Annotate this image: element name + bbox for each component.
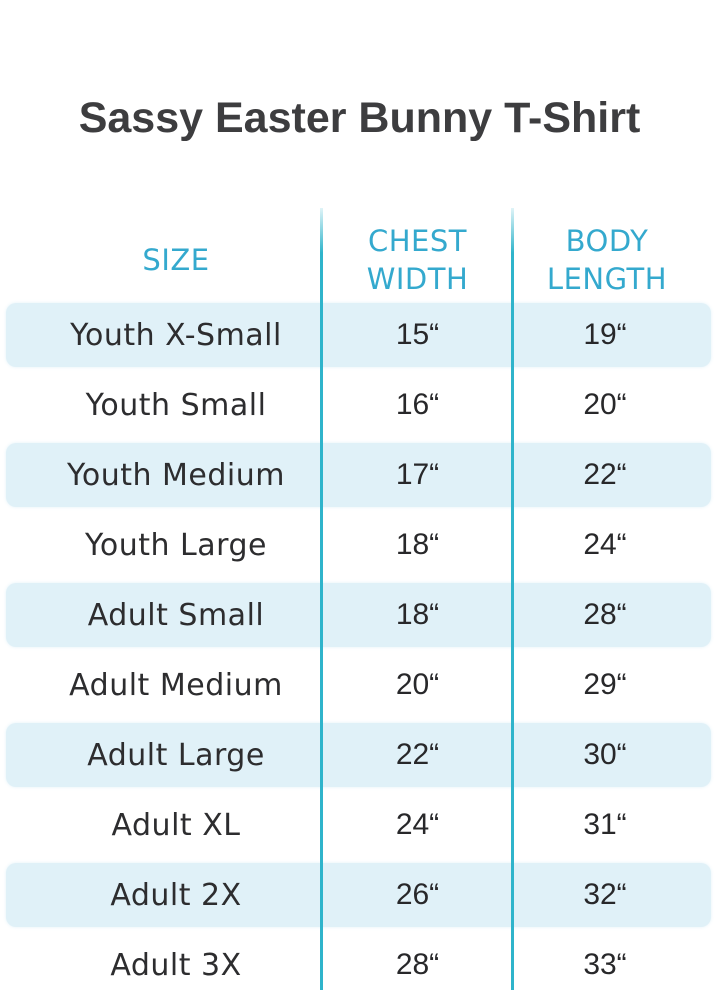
chest-width-cell: 18“: [395, 598, 440, 631]
row-stripe: [6, 303, 711, 367]
size-chart-table: SIZE CHEST WIDTH BODY LENGTH Youth X-Sma…: [0, 208, 719, 990]
table-row: Adult 3X 28“ 33“: [0, 930, 719, 990]
table-row: Adult Large 22“ 30“: [0, 720, 719, 790]
size-cell: Youth Small: [85, 387, 267, 423]
table-row: Youth Large 18“ 24“: [0, 510, 719, 580]
chest-width-cell: 22“: [395, 738, 440, 771]
product-title: Sassy Easter Bunny T-Shirt: [78, 94, 641, 142]
chest-width-cell: 28“: [395, 948, 440, 981]
row-stripe: [6, 863, 711, 927]
body-length-cell: 22“: [583, 458, 627, 491]
body-length-cell: 30“: [583, 738, 627, 771]
body-length-cell: 20“: [583, 388, 627, 421]
size-cell: Youth X-Small: [70, 317, 282, 353]
table-row: Youth Medium 17“ 22“: [0, 440, 719, 510]
table-row: Youth X-Small 15“ 19“: [0, 300, 719, 370]
size-cell: Adult Medium: [69, 667, 283, 703]
chest-width-cell: 24“: [395, 808, 440, 841]
column-divider-1: [320, 208, 323, 990]
body-length-cell: 32“: [583, 878, 627, 911]
body-length-cell: 19“: [583, 318, 627, 351]
body-length-cell: 24“: [583, 528, 627, 561]
size-cell: Youth Large: [85, 527, 267, 563]
size-cell: Adult XL: [111, 807, 241, 843]
body-length-cell: 31“: [583, 808, 627, 841]
chest-width-cell: 20“: [395, 668, 440, 701]
table-row: Adult 2X 26“ 32“: [0, 860, 719, 930]
table-row: Youth Small 16“ 20“: [0, 370, 719, 440]
header-row: SIZE CHEST WIDTH BODY LENGTH: [0, 208, 719, 300]
row-stripe: [6, 723, 711, 787]
chest-width-cell: 26“: [395, 878, 440, 911]
chest-width-cell: 15“: [395, 318, 440, 351]
column-header-chest-width: CHEST WIDTH: [366, 223, 469, 296]
row-stripe: [6, 583, 711, 647]
size-cell: Adult 3X: [110, 947, 242, 983]
body-length-cell: 29“: [583, 668, 627, 701]
size-cell: Adult Large: [87, 737, 265, 773]
body-length-cell: 28“: [583, 598, 627, 631]
table-row: Adult Small 18“ 28“: [0, 580, 719, 650]
column-header-body-length: BODY LENGTH: [546, 223, 668, 296]
chest-width-cell: 17“: [395, 458, 440, 491]
chest-width-cell: 18“: [395, 528, 440, 561]
size-cell: Adult Small: [87, 597, 265, 633]
row-stripe: [6, 443, 711, 507]
column-divider-2: [511, 208, 514, 990]
body-length-cell: 33“: [583, 948, 627, 981]
size-cell: Adult 2X: [110, 877, 242, 913]
column-header-size: SIZE: [142, 242, 210, 277]
table-row: Adult XL 24“ 31“: [0, 790, 719, 860]
table-row: Adult Medium 20“ 29“: [0, 650, 719, 720]
chest-width-cell: 16“: [395, 388, 440, 421]
size-cell: Youth Medium: [67, 457, 285, 493]
